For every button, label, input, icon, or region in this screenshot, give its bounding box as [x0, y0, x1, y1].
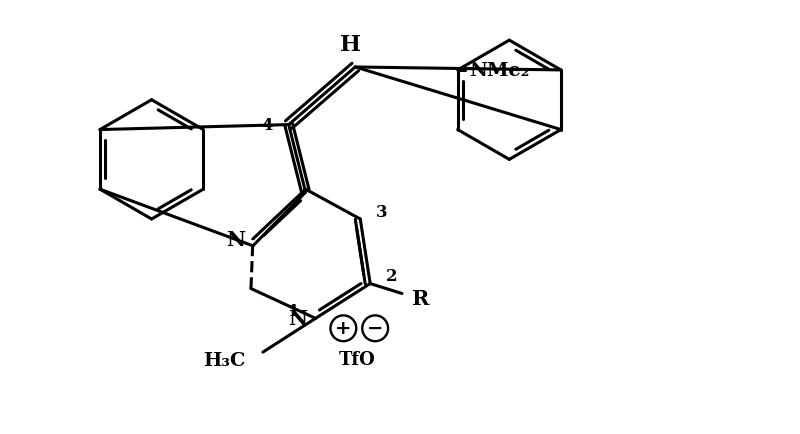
Text: TfO: TfO	[339, 350, 376, 368]
Text: 4: 4	[261, 117, 273, 134]
Text: N: N	[289, 309, 307, 329]
Text: R: R	[412, 289, 430, 309]
Text: H₃C: H₃C	[203, 351, 246, 369]
Text: +: +	[335, 319, 352, 338]
Text: NMe₂: NMe₂	[470, 62, 530, 80]
Text: −: −	[367, 319, 383, 338]
Text: H: H	[340, 34, 361, 56]
Text: 2: 2	[386, 267, 398, 284]
Text: 1: 1	[288, 302, 299, 319]
Text: N: N	[226, 229, 245, 249]
Text: 3: 3	[376, 203, 388, 220]
